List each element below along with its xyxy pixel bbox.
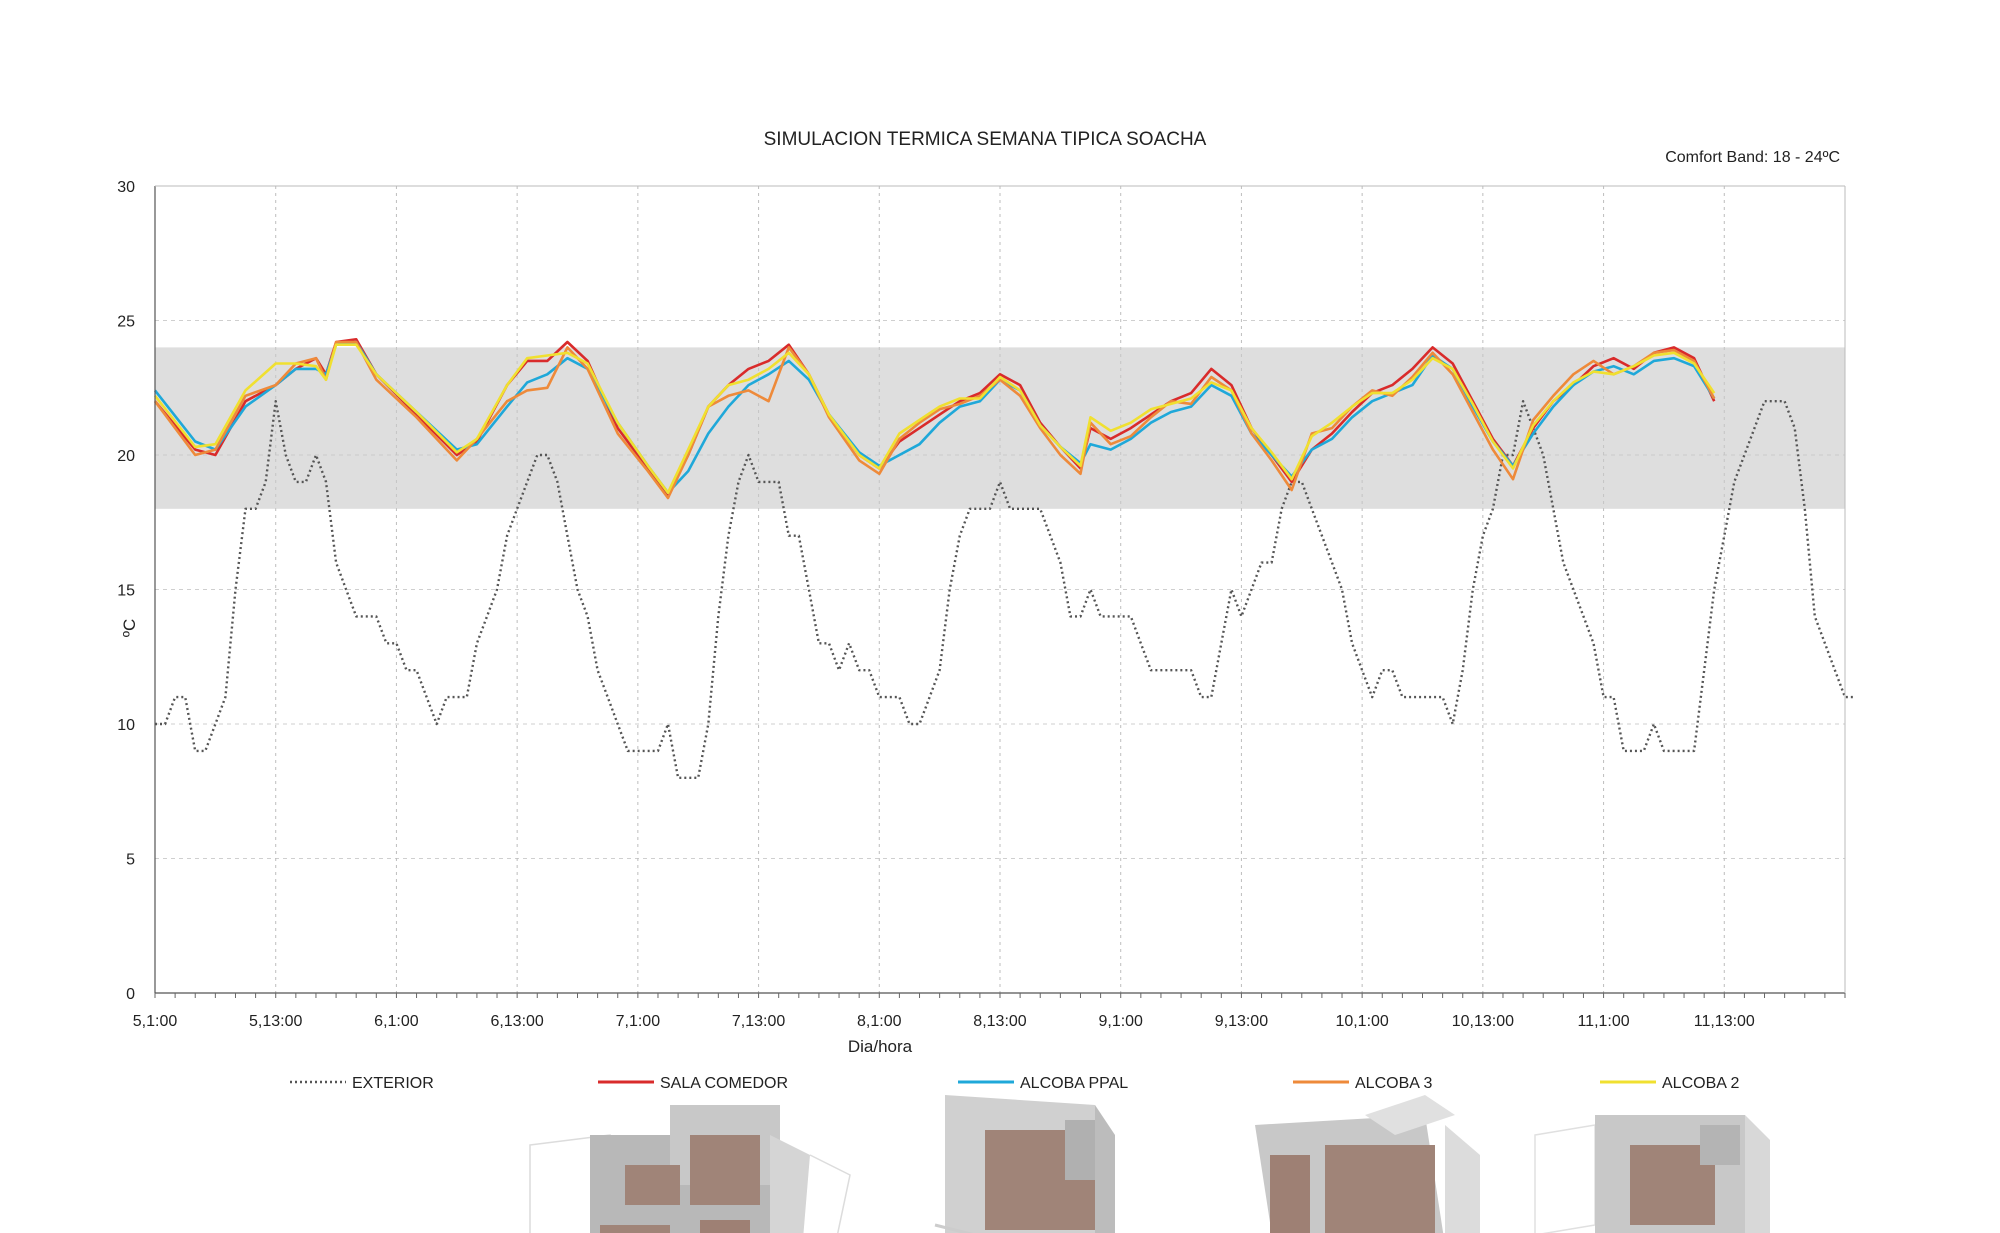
x-tick-label: 10,13:00 (1452, 1013, 1514, 1030)
y-tick-label: 10 (117, 717, 135, 734)
legend-label: ALCOBA 2 (1662, 1075, 1739, 1092)
y-axis-label: ºC (120, 619, 139, 638)
x-tick-label: 10,1:00 (1335, 1013, 1388, 1030)
y-tick-label: 15 (117, 583, 135, 600)
y-tick-label: 30 (117, 179, 135, 196)
comfort-band-label: Comfort Band: 18 - 24ºC (1665, 149, 1840, 166)
x-tick-label: 9,1:00 (1098, 1013, 1143, 1030)
building-model-alcoba-3 (1255, 1095, 1480, 1233)
y-tick-label: 25 (117, 314, 135, 331)
legend-label: ALCOBA PPAL (1020, 1075, 1128, 1092)
legend-label: SALA COMEDOR (660, 1075, 788, 1092)
x-axis-label: Dia/hora (848, 1037, 913, 1056)
axes (154, 185, 1846, 998)
x-tick-label: 7,13:00 (732, 1013, 785, 1030)
building-model-alcoba-2 (1534, 1115, 1770, 1233)
series-lines (153, 338, 1856, 779)
y-tick-labels: 0 5 10 15 20 25 30 (117, 179, 135, 1003)
legend-label: ALCOBA 3 (1355, 1075, 1432, 1092)
series-line-exterior (155, 400, 1856, 779)
x-tick-label: 6,13:00 (490, 1013, 543, 1030)
building-model-sala (529, 1105, 851, 1233)
x-tick-label: 8,1:00 (857, 1013, 902, 1030)
x-tick-label: 5,1:00 (133, 1013, 178, 1030)
x-tick-label: 8,13:00 (973, 1013, 1026, 1030)
x-tick-label: 11,13:00 (1694, 1013, 1755, 1030)
y-tick-label: 5 (126, 852, 135, 869)
series-line-alcoba-2 (153, 343, 1716, 494)
legend: EXTERIOR SALA COMEDOR ALCOBA PPAL ALCOBA 3 A… (290, 1075, 1739, 1092)
x-tick-label: 5,13:00 (249, 1013, 302, 1030)
x-tick-label: 9,13:00 (1215, 1013, 1268, 1030)
chart-title: SIMULACION TERMICA SEMANA TIPICA SOACHA (764, 129, 1207, 150)
legend-label: EXTERIOR (352, 1075, 434, 1092)
x-tick-labels: 5,1:00 5,13:00 6,1:00 6,13:00 7,1:00 7,13:00 8… (133, 1013, 1755, 1030)
building-model-alcoba-ppal (934, 1095, 1115, 1233)
x-tick-label: 11,1:00 (1577, 1013, 1629, 1030)
x-tick-label: 6,1:00 (374, 1013, 419, 1030)
series-line-sala-comedor (153, 338, 1716, 497)
y-tick-label: 20 (117, 448, 135, 465)
x-tick-label: 7,1:00 (616, 1013, 661, 1030)
y-tick-label: 0 (126, 986, 135, 1003)
